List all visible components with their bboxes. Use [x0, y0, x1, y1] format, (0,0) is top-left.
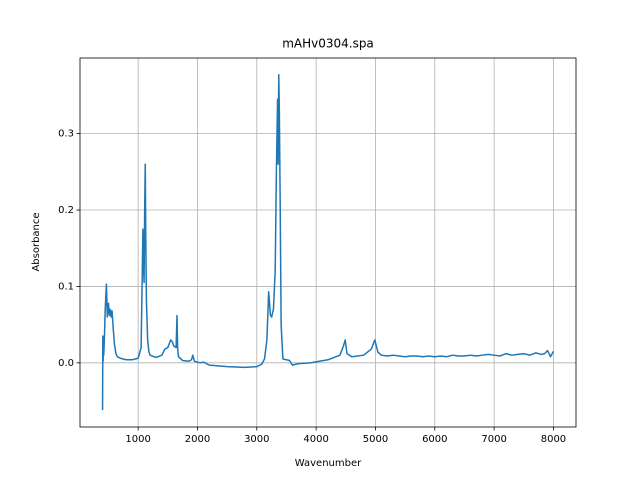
x-tick-label: 2000: [185, 434, 210, 445]
x-axis-label: Wavenumber: [295, 458, 362, 469]
x-tick-label: 7000: [481, 434, 506, 445]
y-tick-label: 0.3: [58, 129, 74, 140]
x-tick-label: 4000: [303, 434, 328, 445]
y-axis-label: Absorbance: [31, 212, 42, 271]
data-line: [101, 74, 555, 411]
x-tick-label: 8000: [541, 434, 566, 445]
y-tick-label: 0.2: [58, 205, 74, 216]
y-tick-label: 0.0: [58, 358, 74, 369]
x-tick-label: 5000: [363, 434, 388, 445]
x-tick-label: 3000: [244, 434, 269, 445]
y-tick-label: 0.1: [58, 281, 74, 292]
chart-title: mAHv0304.spa: [282, 37, 374, 51]
x-tick-label: 1000: [125, 434, 150, 445]
plot-frame: [79, 57, 577, 428]
x-tick-label: 6000: [422, 434, 447, 445]
